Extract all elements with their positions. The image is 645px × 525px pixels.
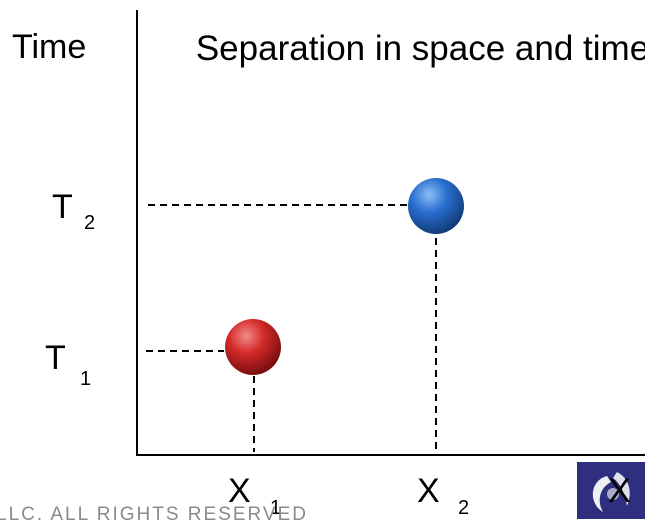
t2-label: T <box>52 188 73 226</box>
logo-crest-icon <box>592 472 630 512</box>
event-2-sphere <box>408 178 464 234</box>
copyright-footer: LLC. ALL RIGHTS RESERVED <box>0 504 308 525</box>
university-logo <box>577 462 645 519</box>
event-1-sphere <box>225 319 281 375</box>
t2-subscript: 2 <box>84 212 96 234</box>
x2-label: X <box>417 472 440 510</box>
x2-subscript: 2 <box>458 497 470 519</box>
x-axis-label: X <box>608 472 631 510</box>
diagram-title: Separation in space and time <box>195 29 645 68</box>
x1-label: X <box>228 472 251 510</box>
t1-label: T <box>45 339 66 377</box>
t1-subscript: 1 <box>80 368 92 390</box>
time-axis-label: Time <box>12 28 87 66</box>
x1-subscript: 1 <box>270 497 282 519</box>
